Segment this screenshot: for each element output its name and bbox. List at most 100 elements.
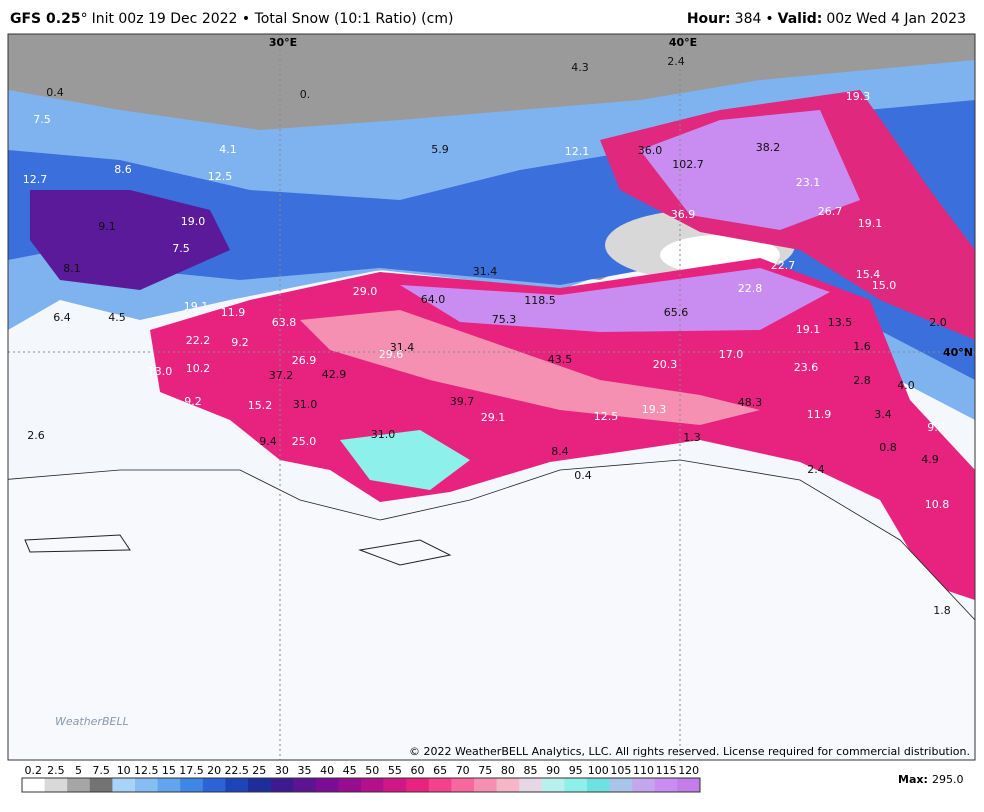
map-label: 118.5 (524, 294, 556, 307)
map-label: 10.2 (186, 362, 211, 375)
colorbar-frame (21, 777, 701, 793)
map-label: 11.9 (807, 408, 832, 421)
map-label: 102.7 (672, 158, 704, 171)
map-label: 6.4 (53, 311, 71, 324)
map-label: 0.8 (879, 441, 897, 454)
map-label: 12.5 (594, 410, 619, 423)
colorbar-swatch (270, 778, 294, 792)
colorbar-swatch (67, 778, 91, 792)
map-label: 3.4 (874, 408, 892, 421)
map-label: 64.0 (421, 293, 446, 306)
map-label: 38.2 (756, 141, 781, 154)
map-label: 12.5 (208, 170, 233, 183)
map-label: 19.1 (796, 323, 821, 336)
hour: 384 (735, 11, 762, 27)
colorbar-label: 30 (275, 764, 289, 777)
colorbar-swatch (293, 778, 317, 792)
colorbar-label: 120 (678, 764, 699, 777)
colorbar-swatch (428, 778, 452, 792)
colorbar-label: 15 (162, 764, 176, 777)
colorbar-label: 100 (588, 764, 609, 777)
purple-snow (30, 190, 230, 290)
grid-label: 30°E (269, 36, 297, 49)
colorbar-label: 7.5 (92, 764, 110, 777)
colorbar-swatch (135, 778, 158, 792)
map: 0.4 7.5 12.7 8.6 4.1 12.5 0. 5.9 4.3 2.4 12.1 36.0 1… (8, 34, 975, 760)
colorbar-label: 50 (365, 764, 379, 777)
colorbar-swatch (202, 778, 226, 792)
colorbar-swatch (180, 778, 204, 792)
map-label: 1.3 (683, 431, 701, 444)
map-label: 31.4 (390, 341, 415, 354)
colorbar-label: 5 (75, 764, 82, 777)
colorbar-label: 17.5 (179, 764, 204, 777)
colorbar-swatch (112, 778, 136, 792)
colorbar-swatch (248, 778, 271, 792)
colorbar-label: 10 (117, 764, 131, 777)
colorbar-label: 22.5 (224, 764, 249, 777)
map-label: 7.5 (172, 242, 190, 255)
colorbar-swatch (564, 778, 588, 792)
map-label: 2.6 (27, 429, 45, 442)
map-label: 19.1 (184, 300, 209, 313)
valid-label: Valid: (778, 11, 823, 27)
map-label: 11.9 (221, 306, 246, 319)
crete (24, 534, 131, 553)
colorbar-swatch (609, 778, 633, 792)
map-label: 23.6 (794, 361, 819, 374)
logo: WeatherBELL (55, 715, 129, 728)
turkey-light-pink (300, 310, 760, 425)
map-label: 48.3 (738, 396, 763, 409)
map-label: 22.8 (738, 282, 763, 295)
colorbar-swatch (519, 778, 543, 792)
map-label: 9.2 (184, 395, 202, 408)
southern-land (8, 459, 975, 760)
map-label: 65.6 (664, 306, 689, 319)
header-left: GFS 0.25° Init 00z 19 Dec 2022 • Total Sn… (10, 11, 453, 27)
colorbar-label: 25 (252, 764, 266, 777)
map-label: 0.4 (46, 86, 64, 99)
colorbar-swatch (89, 778, 113, 792)
copyright: © 2022 WeatherBELL Analytics, LLC. All r… (409, 745, 970, 758)
caucasus-lavender (640, 110, 860, 230)
cyprus (358, 539, 452, 566)
map-label: 15.0 (872, 279, 897, 292)
map-label: 2.4 (667, 55, 685, 68)
max-value: 295.0 (932, 773, 964, 786)
colorbar-label: 0.2 (25, 764, 43, 777)
map-label: 15.4 (856, 268, 881, 281)
map-label: 22.7 (771, 259, 796, 272)
colorbar-swatch (225, 778, 249, 792)
colorbar-swatch (496, 778, 520, 792)
colorbar-label: 60 (411, 764, 425, 777)
colorbar-label: 45 (343, 764, 357, 777)
colorbar-label: 105 (610, 764, 631, 777)
colorbar-swatch (406, 778, 430, 792)
map-label: 13.5 (828, 316, 853, 329)
colorbar-label: 90 (546, 764, 560, 777)
colorbar-label: 40 (320, 764, 334, 777)
map-label: 31.0 (293, 398, 318, 411)
map-label: 36.0 (638, 144, 663, 157)
colorbar-label: 2.5 (47, 764, 65, 777)
map-label: 8.4 (551, 445, 569, 458)
colorbar-swatch (541, 778, 565, 792)
map-label: 1.6 (853, 340, 871, 353)
map-label: 36.9 (671, 208, 696, 221)
valid: 00z Wed 4 Jan 2023 (826, 11, 966, 27)
colorbar-swatch (338, 778, 362, 792)
colorbar-swatch (632, 778, 656, 792)
colorbar-swatch (157, 778, 181, 792)
map-label: 12.1 (565, 145, 590, 158)
map-label: 42.9 (322, 368, 347, 381)
map-label: 9.1 (98, 220, 116, 233)
grid-label: 40°N (943, 346, 973, 359)
colorbar-label: 65 (433, 764, 447, 777)
colorbar-label: 110 (633, 764, 654, 777)
colorbar-swatch (587, 778, 610, 792)
map-label: 0.4 (574, 469, 592, 482)
map-label: 43.5 (548, 353, 573, 366)
map-label: 26.9 (292, 354, 317, 367)
